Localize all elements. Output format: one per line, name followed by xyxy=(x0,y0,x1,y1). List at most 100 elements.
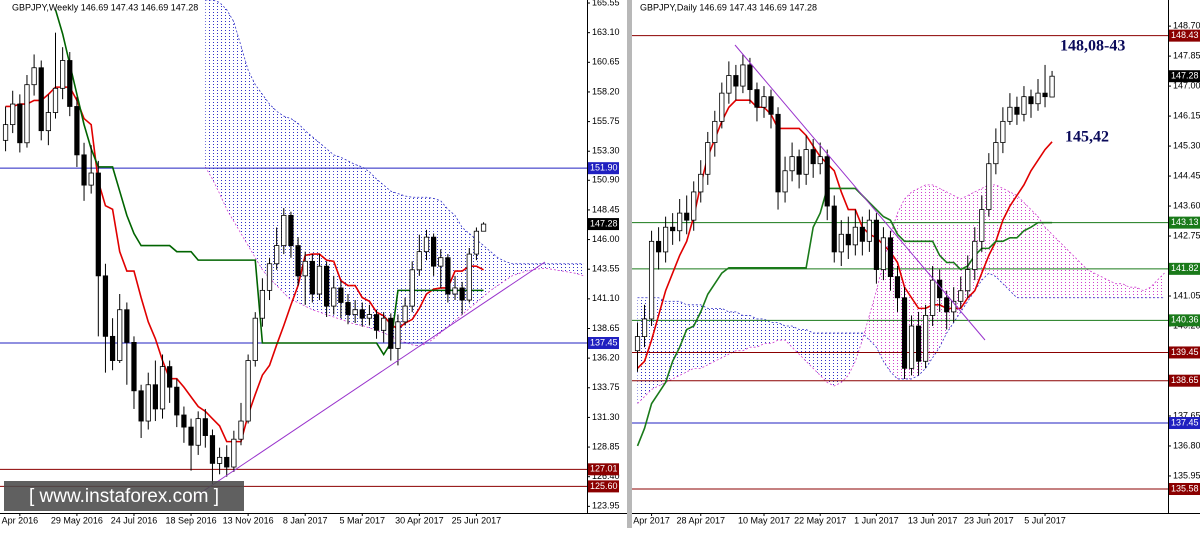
cloud-segment xyxy=(799,329,807,362)
y-tick-label: 131.30 xyxy=(592,412,620,422)
cloud-segment xyxy=(369,171,377,331)
price-label: 147.28 xyxy=(590,218,618,228)
x-tick-label: 24 Jul 2016 xyxy=(111,515,158,525)
candle-body xyxy=(810,149,816,165)
candle-body xyxy=(138,390,144,422)
candle-body xyxy=(1021,96,1027,115)
candle-body xyxy=(309,260,315,295)
candle-body xyxy=(316,265,323,295)
cloud-segment xyxy=(771,322,779,344)
y-tick-label: 133.75 xyxy=(592,382,620,392)
cloud-segment xyxy=(820,333,828,383)
cloud-segment xyxy=(1052,234,1060,298)
candle-body xyxy=(677,212,683,232)
candle-body xyxy=(1042,92,1048,98)
y-tick-label: 128.85 xyxy=(592,441,620,451)
cloud-segment xyxy=(397,193,406,343)
candle-body xyxy=(873,219,879,270)
cloud-segment xyxy=(569,263,577,274)
level-box xyxy=(588,480,619,493)
level-box xyxy=(1169,417,1200,430)
candle-body xyxy=(691,191,697,221)
level-label: 148.43 xyxy=(1171,30,1199,40)
candle-body xyxy=(74,106,80,156)
candle-body xyxy=(1007,106,1013,122)
cloud-segment xyxy=(490,251,498,291)
candle-body xyxy=(45,112,51,132)
cloud-segment xyxy=(848,333,856,376)
cloud-segment xyxy=(834,333,842,386)
y-tick-label: 146.00 xyxy=(592,234,620,244)
candle-body xyxy=(445,257,451,295)
cloud-segment xyxy=(1030,209,1039,298)
y-tick-label: 148.70 xyxy=(1173,20,1200,30)
y-tick-label: 126.40 xyxy=(592,471,620,481)
x-tick-label: 18 Sep 2016 xyxy=(166,515,217,525)
y-tick-label: 143.55 xyxy=(592,264,620,274)
cloud-segment xyxy=(226,9,234,222)
candle-body xyxy=(712,120,718,143)
cloud-segment xyxy=(483,245,491,297)
candle-body xyxy=(295,245,301,277)
x-tick-label: 1 Jun 2017 xyxy=(854,515,899,525)
cloud-segment xyxy=(205,0,213,180)
cloud-segment xyxy=(519,263,527,274)
candle-body xyxy=(1049,75,1055,98)
x-tick-label: 22 May 2017 xyxy=(794,515,846,525)
candle-body xyxy=(803,149,809,175)
y-tick-label: 150.90 xyxy=(592,175,620,185)
level-label: 151.90 xyxy=(590,163,618,173)
cloud-segment xyxy=(1101,276,1109,298)
candle-body xyxy=(117,309,123,361)
cloud-segment xyxy=(355,164,363,326)
level-label: 125.60 xyxy=(590,481,618,491)
cloud-segment xyxy=(756,318,764,348)
cloud-segment xyxy=(547,263,555,270)
y-tick-label: 160.65 xyxy=(592,57,620,67)
candle-body xyxy=(1028,96,1034,105)
candle-body xyxy=(930,279,936,316)
cloud-segment xyxy=(1066,248,1074,298)
level-box xyxy=(588,337,619,350)
cloud-segment xyxy=(348,160,356,325)
cloud-segment xyxy=(1115,283,1123,298)
x-tick-label: 8 Jan 2017 xyxy=(283,515,328,525)
y-tick-label: 163.10 xyxy=(592,27,620,37)
candle-body xyxy=(95,172,101,277)
candle-body xyxy=(167,366,173,388)
candle-body xyxy=(838,233,844,253)
candle-body xyxy=(402,305,408,323)
candle-body xyxy=(466,253,472,301)
candle-body xyxy=(923,315,929,362)
cloud-segment xyxy=(939,188,947,348)
candle-body xyxy=(266,263,273,291)
cloud-segment xyxy=(455,215,463,321)
price-box xyxy=(1169,70,1200,83)
candle-body xyxy=(656,240,662,253)
candle-body xyxy=(381,317,387,331)
candle-body xyxy=(480,223,487,232)
cloud-segment xyxy=(1094,273,1102,298)
cloud-segment xyxy=(1143,287,1151,298)
candle-body xyxy=(388,317,394,349)
cloud-segment xyxy=(233,21,241,234)
candle-body xyxy=(880,237,887,270)
cloud-segment xyxy=(1157,273,1165,298)
cloud-segment xyxy=(1150,280,1158,298)
candle-body xyxy=(1035,92,1041,105)
level-label: 138.65 xyxy=(1171,375,1199,385)
cloud-segment xyxy=(1122,283,1130,298)
cloud-segment xyxy=(686,304,694,372)
cloud-segment xyxy=(276,111,284,293)
candle-body xyxy=(259,289,266,319)
candle-body xyxy=(951,300,957,313)
candle-body xyxy=(281,214,287,247)
candle-body xyxy=(216,456,223,464)
candle-body xyxy=(684,212,690,221)
candle-body xyxy=(31,67,37,86)
cloud-segment xyxy=(283,116,291,301)
candle-body xyxy=(859,226,865,242)
candle-body xyxy=(845,233,851,246)
candle-body xyxy=(782,170,788,193)
cloud-segment xyxy=(433,198,441,339)
